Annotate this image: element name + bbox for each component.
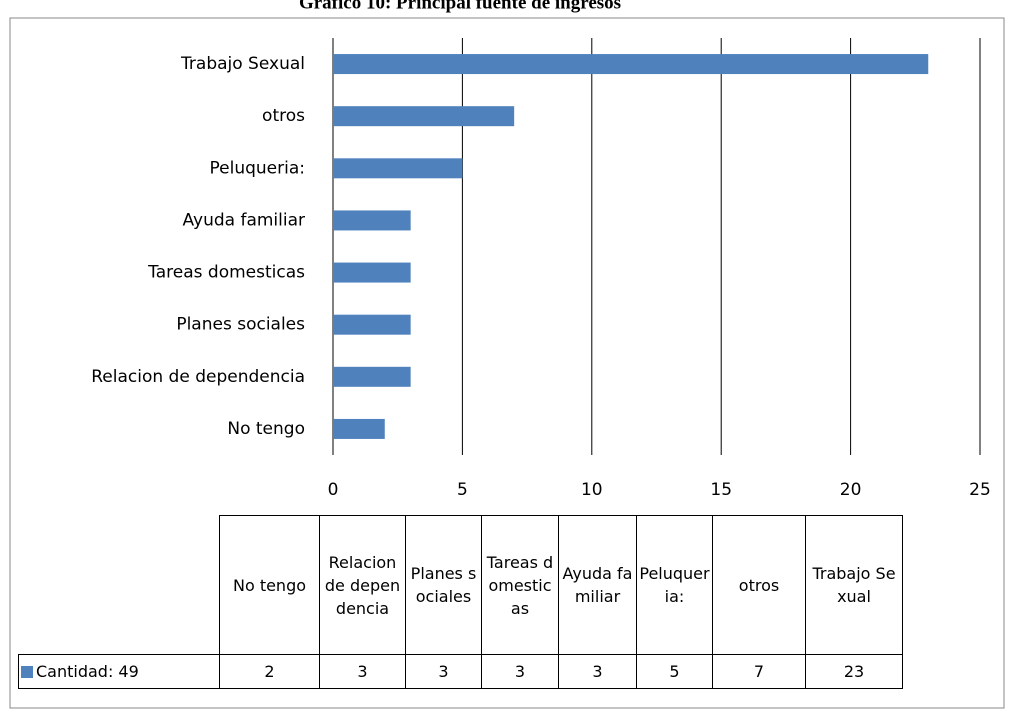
y-tick-label: No tengo: [227, 419, 305, 439]
y-tick-label: Ayuda familiar: [183, 210, 305, 230]
value-row: Cantidad: 49 2 3 3 3 3 5 7 23: [18, 654, 903, 689]
y-tick-label: Planes sociales: [176, 315, 305, 335]
legend-cell: Cantidad: 49: [18, 654, 220, 689]
legend-label: Cantidad: 49: [36, 662, 139, 681]
value-cell: 23: [805, 654, 903, 689]
chart-frame: [9, 17, 1005, 709]
y-tick-label: Peluqueria:: [210, 158, 305, 178]
x-tick-label: 5: [457, 480, 468, 500]
header-cell: Relacion de dependencia: [319, 515, 406, 655]
bar: [333, 158, 463, 179]
x-tick-label: 20: [840, 480, 862, 500]
x-tick-label: 15: [710, 480, 732, 500]
header-cell: otros: [712, 515, 806, 655]
value-cell: 5: [636, 654, 713, 689]
bar: [333, 314, 411, 335]
header-cell: No tengo: [219, 515, 320, 655]
bar: [333, 418, 385, 439]
y-tick-label: Trabajo Sexual: [180, 54, 305, 74]
x-tick-label: 10: [581, 480, 603, 500]
value-cell: 2: [219, 654, 320, 689]
bar: [333, 54, 929, 75]
x-tick-label: 25: [969, 480, 991, 500]
blank-cell: [18, 515, 220, 655]
bar: [333, 366, 411, 387]
y-tick-label: Relacion de dependencia: [91, 367, 305, 387]
header-cell: Tareas domesticas: [481, 515, 559, 655]
y-tick-label: otros: [262, 106, 305, 126]
header-cell: Planes sociales: [405, 515, 482, 655]
value-cell: 3: [481, 654, 559, 689]
data-table: No tengo Relacion de dependencia Planes so…: [18, 515, 903, 689]
header-cell: Ayuda familiar: [558, 515, 637, 655]
bar: [333, 262, 411, 283]
legend-swatch: [21, 666, 33, 678]
bar: [333, 106, 515, 127]
header-cell: Trabajo Sexual: [805, 515, 903, 655]
y-tick-label: Tareas domesticas: [147, 263, 305, 283]
bar: [333, 210, 411, 231]
value-cell: 3: [558, 654, 637, 689]
value-cell: 3: [405, 654, 482, 689]
header-cell: Peluqueria:: [636, 515, 713, 655]
value-cell: 7: [712, 654, 806, 689]
chart-title: Gráfico 10: Principal fuente de ingresos: [299, 0, 621, 13]
x-tick-label: 0: [328, 480, 339, 500]
value-cell: 3: [319, 654, 406, 689]
header-row: No tengo Relacion de dependencia Planes so…: [18, 515, 903, 655]
